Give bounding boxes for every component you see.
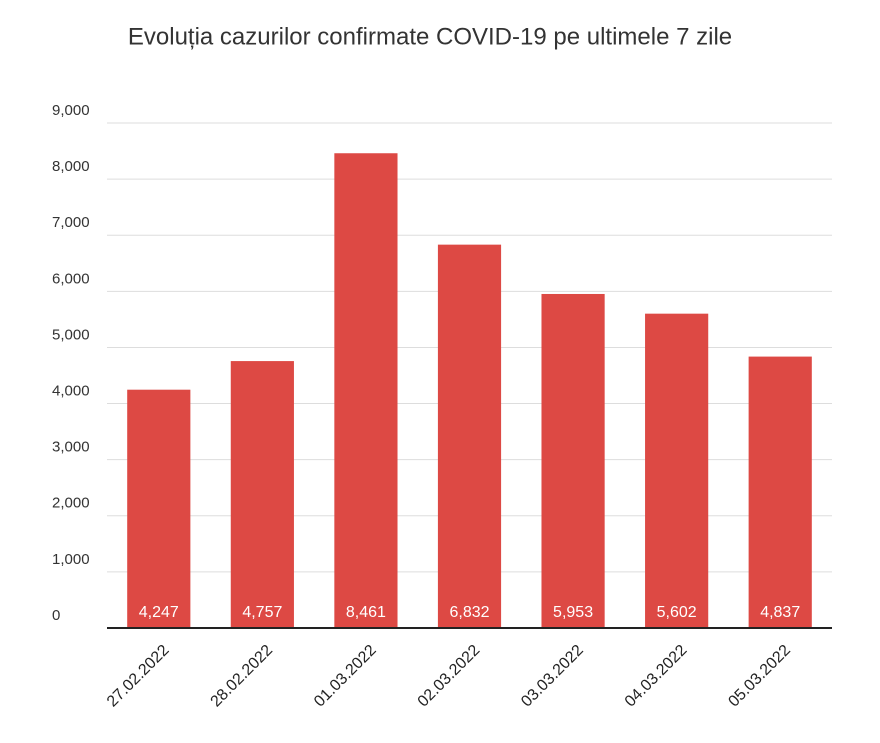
value-label: 4,757 — [242, 604, 282, 621]
bar — [230, 361, 294, 628]
x-tick-label: 05.03.2022 — [725, 642, 794, 711]
value-label: 8,461 — [346, 604, 386, 621]
y-tick-label: 1,000 — [52, 551, 90, 568]
bar — [645, 313, 709, 628]
y-tick-label: 0 — [52, 607, 60, 624]
y-tick-label: 5,000 — [52, 326, 90, 343]
x-tick-label: 04.03.2022 — [622, 642, 691, 711]
y-tick-label: 4,000 — [52, 383, 90, 400]
bar — [437, 244, 502, 628]
bar — [334, 153, 398, 628]
x-tick-label: 03.03.2022 — [518, 642, 587, 711]
x-tick-label: 27.02.2022 — [104, 642, 173, 711]
y-tick-label: 2,000 — [52, 495, 90, 512]
y-tick-label: 7,000 — [52, 214, 90, 231]
y-tick-label: 6,000 — [52, 270, 90, 287]
x-tick-label: 02.03.2022 — [415, 642, 484, 711]
value-label: 6,832 — [449, 604, 489, 621]
bar — [748, 356, 812, 628]
value-label: 4,837 — [760, 604, 800, 621]
value-label: 5,602 — [657, 604, 697, 621]
value-label: 5,953 — [553, 604, 593, 621]
y-tick-label: 8,000 — [52, 158, 90, 175]
chart-title: Evoluția cazurilor confirmate COVID-19 p… — [128, 23, 732, 50]
value-label: 4,247 — [139, 604, 179, 621]
y-tick-label: 9,000 — [52, 102, 90, 119]
x-tick-label: 01.03.2022 — [311, 642, 380, 711]
bar — [127, 389, 191, 628]
x-tick-label: 28.02.2022 — [208, 642, 277, 711]
bar — [541, 293, 605, 628]
y-tick-label: 3,000 — [52, 439, 90, 456]
